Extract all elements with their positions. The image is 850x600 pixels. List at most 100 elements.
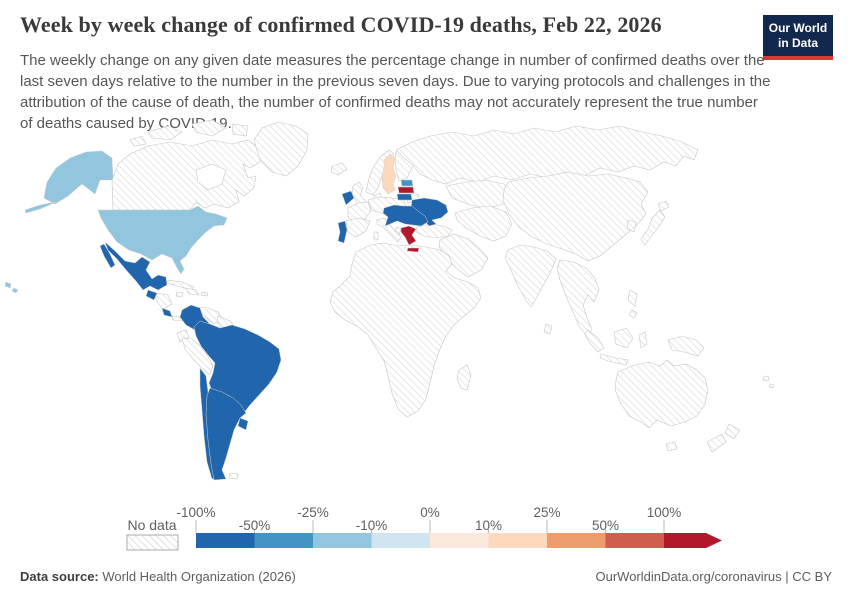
legend-tick-label: 100% — [647, 505, 682, 520]
map-legend: No data -100% -50% -25% -10% 0% 10% 25% 50% 100% — [126, 505, 722, 551]
country-sumatra[interactable] — [584, 329, 605, 353]
country-mexico-baja[interactable] — [99, 243, 116, 269]
owid-logo-line1: Our World — [768, 21, 828, 35]
country-argentina[interactable] — [205, 387, 247, 481]
country-tasmania[interactable] — [665, 441, 678, 452]
country-uruguay[interactable] — [237, 417, 249, 431]
country-india[interactable] — [504, 244, 557, 308]
country-new-zealand[interactable] — [706, 433, 727, 453]
country-philippines[interactable] — [627, 289, 638, 307]
country-costa-rica[interactable] — [161, 307, 173, 318]
legend-segment-7[interactable] — [605, 533, 665, 548]
owid-link[interactable]: OurWorldinData.org/coronavirus — [595, 569, 782, 584]
legend-tick-label: 10% — [475, 518, 502, 533]
country-guatemala[interactable] — [145, 289, 158, 301]
data-source-value: World Health Organization (2026) — [98, 569, 296, 584]
legend-no-data-label: No data — [127, 517, 176, 533]
country-turkey[interactable] — [415, 223, 453, 239]
country-new-guinea[interactable] — [667, 335, 705, 357]
country-lithuania[interactable] — [396, 193, 413, 201]
country-latvia[interactable] — [397, 186, 415, 194]
legend-tick-label: 25% — [533, 505, 560, 520]
country-falkland-islands[interactable] — [228, 472, 239, 480]
country-russia[interactable] — [395, 125, 699, 185]
country-alaska[interactable] — [43, 150, 114, 205]
country-new-zealand[interactable] — [724, 423, 741, 440]
country-canada[interactable] — [111, 139, 261, 211]
country-iceland[interactable] — [330, 162, 348, 176]
country-hawaii[interactable] — [11, 287, 19, 294]
country-estonia[interactable] — [400, 179, 414, 187]
legend-color-bar: -100% -50% -25% -10% 0% 10% 25% 50% 100% — [176, 505, 722, 548]
country-hawaii[interactable] — [4, 281, 12, 289]
world-map — [4, 119, 775, 481]
license-badge: | CC BY — [781, 569, 832, 584]
country-madagascar[interactable] — [456, 364, 472, 391]
country-mexico[interactable] — [104, 241, 168, 291]
country-france[interactable] — [347, 201, 372, 224]
country-sulawesi[interactable] — [638, 331, 648, 349]
country-australia[interactable] — [614, 359, 709, 429]
chart-title: Week by week change of confirmed COVID-1… — [20, 12, 662, 37]
country-arctic-island[interactable] — [231, 123, 249, 137]
country-portugal[interactable] — [337, 220, 348, 244]
legend-segment-5[interactable] — [488, 533, 548, 548]
legend-no-data-swatch[interactable] — [126, 534, 179, 551]
country-philippines[interactable] — [628, 309, 638, 319]
legend-segment-1[interactable] — [254, 533, 314, 548]
country-peru[interactable] — [181, 337, 214, 376]
legend-segment-2[interactable] — [313, 533, 372, 548]
country-central-asia[interactable] — [445, 179, 511, 209]
country-hispaniola[interactable] — [185, 287, 200, 296]
country-java[interactable] — [599, 353, 629, 366]
country-greece[interactable] — [400, 225, 417, 246]
legend-tick-label: -50% — [239, 518, 271, 533]
data-source-label: Data source: — [20, 569, 99, 584]
legend-tick-label: -25% — [297, 505, 329, 520]
chart-subtitle: The weekly change on any given date meas… — [20, 52, 771, 132]
country-japan-hokkaido[interactable] — [657, 200, 670, 212]
legend-tick-label: 50% — [592, 518, 619, 533]
country-alaska-peninsula[interactable] — [24, 201, 57, 214]
legend-segment-8-arrow[interactable] — [664, 533, 722, 548]
country-greece-crete[interactable] — [406, 247, 420, 253]
country-jamaica[interactable] — [175, 291, 184, 298]
country-china-mongolia[interactable] — [502, 171, 649, 262]
country-pacific-island[interactable] — [762, 375, 770, 382]
legend-segment-0[interactable] — [196, 533, 255, 548]
country-japan[interactable] — [640, 209, 666, 246]
country-korea[interactable] — [626, 219, 637, 233]
country-sardinia[interactable] — [373, 231, 379, 241]
legend-tick-label: 0% — [420, 505, 440, 520]
country-pacific-island[interactable] — [768, 383, 775, 389]
country-indochina[interactable] — [556, 259, 600, 337]
legend-segment-4[interactable] — [430, 533, 489, 548]
country-africa[interactable] — [329, 242, 482, 418]
country-borneo[interactable] — [613, 327, 634, 349]
country-spain[interactable] — [345, 217, 371, 238]
legend-tick-label: -100% — [176, 505, 215, 520]
country-cuba[interactable] — [167, 279, 195, 291]
data-source: Data source: World Health Organization (… — [20, 569, 296, 584]
owid-logo-line2: in Data — [777, 36, 818, 50]
country-middle-east[interactable] — [454, 205, 513, 242]
country-ecuador[interactable] — [176, 329, 190, 343]
country-puerto-rico[interactable] — [200, 291, 209, 297]
legend-tick-label: -10% — [356, 518, 388, 533]
country-arctic-island[interactable] — [147, 125, 183, 141]
country-central-southeast-europe[interactable] — [382, 204, 429, 227]
country-sweden[interactable] — [381, 153, 397, 195]
legend-segment-6[interactable] — [547, 533, 606, 548]
country-greenland[interactable] — [253, 121, 309, 177]
country-albania[interactable] — [394, 226, 402, 236]
country-united-states[interactable] — [97, 205, 228, 275]
country-sri-lanka[interactable] — [543, 323, 553, 335]
country-arctic-island[interactable] — [191, 119, 227, 137]
country-honduras-nicaragua[interactable] — [155, 292, 173, 310]
country-arctic-island[interactable] — [129, 135, 147, 147]
legend-segment-3[interactable] — [371, 533, 431, 548]
country-ireland[interactable] — [341, 190, 355, 206]
footer-right: OurWorldinData.org/coronavirus | CC BY — [595, 569, 832, 584]
owid-logo[interactable]: Our World in Data — [763, 15, 833, 60]
